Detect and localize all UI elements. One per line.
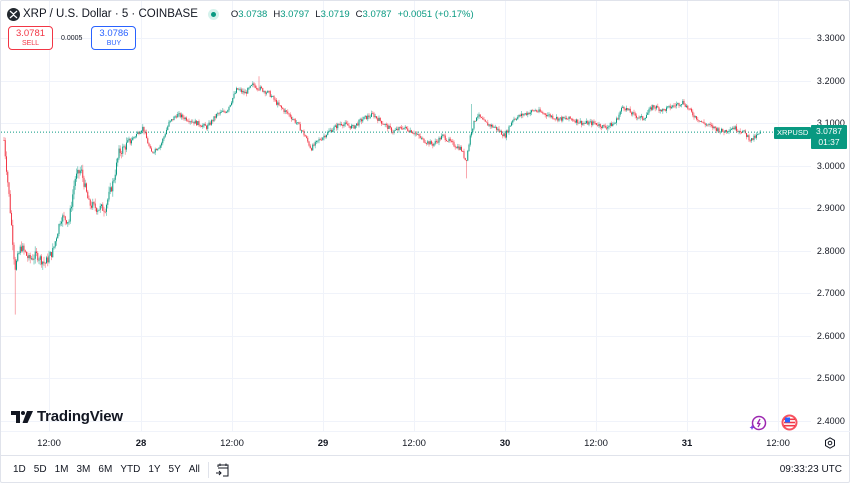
low-value: 3.0719 <box>320 8 350 20</box>
price-tick: 2.5000 <box>816 373 845 384</box>
toolbar-divider <box>207 462 209 478</box>
go-to-date-icon[interactable] <box>215 462 231 478</box>
candlestick-plot[interactable] <box>1 1 811 431</box>
last-price-label: 3.0787 01:37 <box>811 125 847 149</box>
time-tick: 30 <box>499 438 511 449</box>
time-tick: 28 <box>135 438 147 449</box>
price-tick: 3.2000 <box>816 75 845 86</box>
candles <box>3 76 761 315</box>
price-tick: 2.8000 <box>816 245 845 256</box>
buy-button[interactable]: 3.0786 BUY <box>91 26 137 50</box>
ai-assistant-icon[interactable] <box>749 414 767 432</box>
bottom-toolbar: 1D 5D 1M 3M 6M YTD 1Y 5Y All 09:33:23 UTC <box>1 455 850 483</box>
time-tick: 12:00 <box>220 438 244 449</box>
time-tick: 12:00 <box>402 438 426 449</box>
price-tick: 3.3000 <box>816 33 845 43</box>
range-button-6m[interactable]: 6M <box>98 464 113 475</box>
close-label: C <box>355 8 363 20</box>
price-tick: 3.1000 <box>816 118 845 129</box>
low-label: L <box>315 8 321 20</box>
open-label: O <box>230 8 239 20</box>
plot-area[interactable] <box>1 1 811 431</box>
price-tick: 2.6000 <box>816 330 845 341</box>
symbol-price-flag: XRPUSD <box>774 127 812 139</box>
utc-clock[interactable]: 09:33:23 UTC <box>779 464 842 475</box>
time-tick: 12:00 <box>766 438 790 449</box>
high-value: 3.0797 <box>280 8 310 20</box>
range-button-3m[interactable]: 3M <box>76 464 91 475</box>
time-tick: 12:00 <box>37 438 61 449</box>
xrp-logo-icon <box>7 7 20 21</box>
time-tick: 29 <box>317 438 329 449</box>
tradingview-logo[interactable]: TradingView <box>11 408 123 425</box>
trade-panel: 3.0781 SELL 0.0005 3.0786 BUY <box>8 26 137 50</box>
tradingview-logo-text: TradingView <box>37 408 123 425</box>
bar-countdown: 01:37 <box>818 137 840 147</box>
range-button-5d[interactable]: 5D <box>33 464 47 475</box>
price-tick: 2.9000 <box>816 203 845 214</box>
sell-button[interactable]: 3.0781 SELL <box>8 26 53 50</box>
price-tick: 3.0000 <box>816 160 845 171</box>
symbol-title[interactable]: XRP / U.S. Dollar · 5 · COINBASE <box>23 8 198 20</box>
range-button-1d[interactable]: 1D <box>13 464 26 475</box>
buy-label: BUY <box>106 40 122 47</box>
change-value: +0.0051 (+0.17%) <box>397 8 474 20</box>
date-range-buttons: 1D 5D 1M 3M 6M YTD 1Y 5Y All <box>9 463 204 477</box>
price-axis[interactable]: 3.3000 3.2000 3.1000 3.0000 2.9000 2.8000 2.70… <box>811 1 850 431</box>
close-value: 3.0787 <box>362 8 392 20</box>
symbol-header: XRP / U.S. Dollar · 5 · COINBASE O3.0738… <box>7 6 474 22</box>
time-axis[interactable]: 12:00 28 12:00 29 12:00 30 12:00 31 12:00 <box>1 431 850 455</box>
price-tick: 2.7000 <box>816 288 845 299</box>
buy-price: 3.0786 <box>99 28 129 39</box>
sell-label: SELL <box>21 40 40 47</box>
time-tick: 31 <box>681 438 693 449</box>
tradingview-logo-icon <box>11 410 33 423</box>
spread-value: 0.0005 <box>61 34 83 42</box>
range-button-1y[interactable]: 1Y <box>148 464 161 475</box>
us-flag-events-icon[interactable] <box>781 414 798 431</box>
sell-price: 3.0781 <box>15 28 46 39</box>
high-label: H <box>273 8 281 20</box>
ohlc-legend: O3.0738 H3.0797 L3.0719 C3.0787 +0.0051 … <box>231 9 474 20</box>
range-button-ytd[interactable]: YTD <box>120 464 141 475</box>
time-tick: 12:00 <box>584 438 608 449</box>
last-price-value: 3.0787 <box>816 126 842 136</box>
market-open-status-icon[interactable] <box>207 8 219 20</box>
price-tick: 2.4000 <box>816 415 845 426</box>
range-button-1m[interactable]: 1M <box>54 464 69 475</box>
open-value: 3.0738 <box>238 8 268 20</box>
range-button-all[interactable]: All <box>188 464 200 475</box>
range-button-5y[interactable]: 5Y <box>168 464 181 475</box>
chart-settings-icon[interactable] <box>824 437 836 449</box>
